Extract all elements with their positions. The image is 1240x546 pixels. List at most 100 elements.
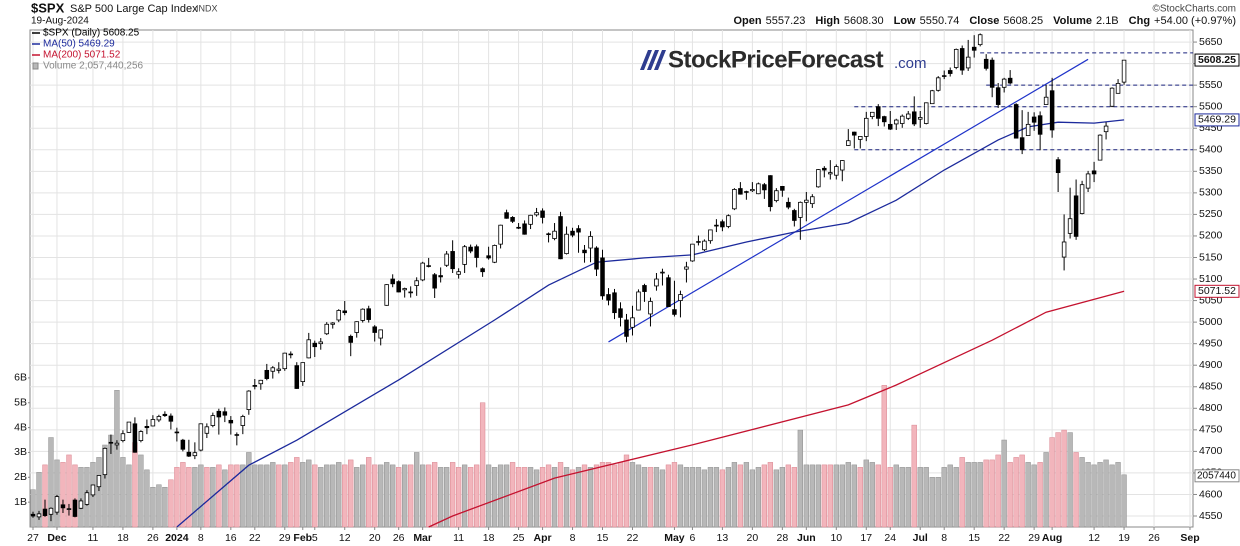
volume-bar (875, 464, 881, 528)
volume-bar (348, 459, 354, 528)
volume-bar (533, 469, 540, 528)
volume-bar (180, 462, 186, 528)
x-tick-label: 22 (627, 532, 639, 544)
candle-body (1007, 77, 1013, 84)
volume-bar (485, 464, 492, 528)
candle-body (959, 48, 965, 71)
value-box-label: 5469.29 (1198, 114, 1236, 126)
candle-body (330, 322, 335, 325)
x-tick-label: 11 (87, 532, 98, 544)
candle-body (1031, 116, 1037, 123)
volume-bar (803, 464, 809, 528)
volume-bar (1115, 462, 1121, 528)
x-tick-label: 25 (513, 532, 525, 544)
candle-body (1109, 87, 1115, 107)
volume-bar (270, 462, 276, 528)
volume-bar (372, 464, 378, 528)
candle-body (48, 507, 54, 515)
stat-label: Chg (1129, 15, 1150, 27)
volume-bar (737, 464, 744, 528)
candle-body (96, 475, 102, 488)
legend-label: Volume 2,057,440,256 (43, 61, 144, 72)
candle-body (762, 184, 767, 191)
candle-body (216, 410, 222, 418)
volume-bar (1007, 462, 1013, 528)
volume-bar (845, 462, 851, 528)
candle-body (504, 212, 509, 219)
volume-bar (635, 464, 642, 528)
candle-body (935, 77, 941, 91)
volume-bar (330, 464, 336, 528)
volume-bar (917, 467, 923, 528)
candle-body (1037, 115, 1043, 135)
candle-body (953, 48, 959, 68)
candle-body (258, 379, 264, 385)
volume-bar (455, 467, 462, 528)
candle-body (462, 246, 467, 265)
candle-body (456, 271, 461, 275)
volume-bar (479, 402, 486, 528)
candle-body (780, 186, 785, 191)
candle-body (138, 431, 144, 442)
x-tick-label: 8 (570, 532, 576, 544)
volume-bar (192, 467, 198, 528)
volume-bar (252, 464, 258, 528)
y-tick-label: 4600 (1199, 488, 1223, 500)
volume-bar (491, 467, 498, 528)
candle-body (180, 439, 186, 450)
volume-bar (126, 464, 132, 528)
candle-body (132, 423, 138, 453)
x-tick-label: Aug (1042, 532, 1062, 544)
volume-bar (977, 462, 983, 528)
candle-body (552, 230, 557, 239)
volume-bar (515, 467, 522, 528)
volume-bar (366, 457, 372, 528)
candle-body (977, 34, 983, 46)
volume-bar (893, 464, 899, 528)
candle-body (870, 111, 875, 118)
y2-tick-label: 1B (14, 496, 27, 508)
candle-body (786, 201, 791, 208)
candle-body (312, 342, 318, 348)
candle-body (810, 196, 815, 205)
candle-body (420, 262, 425, 281)
candle-body (162, 413, 168, 417)
x-tick-label: 5 (312, 532, 318, 544)
y-tick-label: 5200 (1199, 230, 1223, 242)
volume-bar (683, 467, 690, 528)
volume-box (1194, 469, 1240, 483)
candle-body (510, 217, 515, 222)
x-tick-label: 8 (198, 532, 204, 544)
x-tick-label: 24 (884, 532, 896, 544)
candle-body (606, 294, 611, 301)
volume-bar (210, 467, 216, 528)
candle-body (804, 199, 809, 203)
volume-bar (869, 462, 875, 528)
candle-body (666, 277, 671, 308)
candles (30, 33, 1127, 522)
candle-body (516, 226, 521, 229)
volume-bar (725, 467, 732, 528)
plot-frame (29, 29, 1194, 528)
x-tick-label: 10 (830, 532, 842, 544)
candle-body (822, 167, 827, 171)
volume-bar (1073, 452, 1079, 528)
volume-bar (156, 484, 162, 528)
x-tick-label: 15 (968, 532, 980, 544)
candle-body (708, 229, 713, 242)
candle-body (923, 102, 929, 124)
volume-bar (881, 385, 887, 528)
candle-body (366, 308, 371, 320)
volume-bar (857, 467, 863, 528)
candle-body (360, 308, 365, 321)
volume-bar (767, 462, 774, 528)
watermark-icon (640, 50, 666, 70)
candle-body (983, 58, 989, 69)
x-tick-label: 29 (1028, 532, 1040, 544)
volume-bar (899, 467, 905, 528)
stat-value: 5557.23 (766, 15, 806, 27)
candle-body (750, 189, 755, 192)
volume-bar (300, 462, 306, 528)
volume-bar (809, 464, 815, 528)
